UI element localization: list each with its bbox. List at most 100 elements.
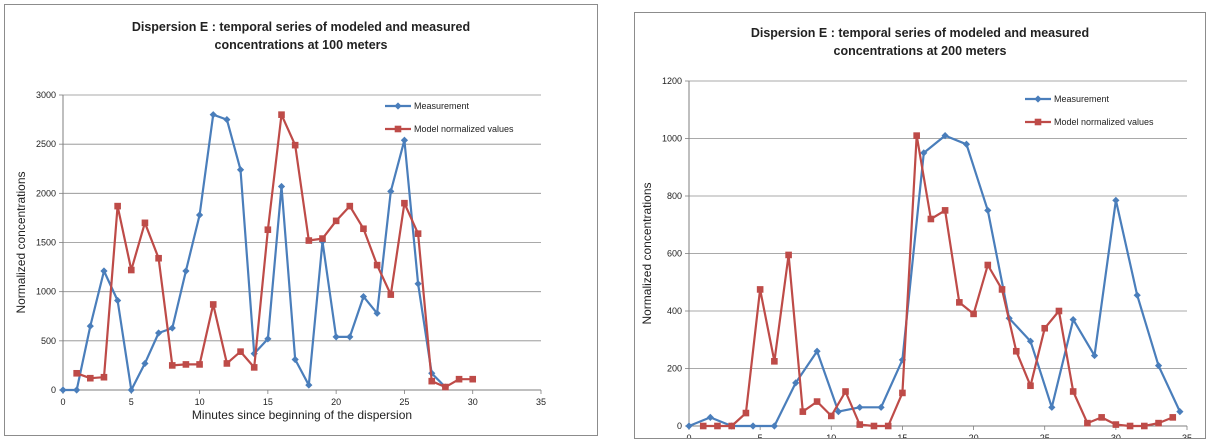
data-point-measurement [195,211,204,219]
data-point-model [1055,307,1063,315]
data-point-model [346,202,354,210]
chart-panel-200m: Dispersion E : temporal series of modele… [634,12,1206,439]
data-point-measurement [856,403,864,411]
data-point-measurement [209,111,217,119]
y-axis-title: Normalized concentrations [14,171,28,313]
y-tick-label: 800 [667,191,682,201]
data-point-measurement [749,422,757,430]
x-tick-label: 5 [758,433,763,438]
data-point-measurement [250,350,258,358]
chart-100m: Dispersion E : temporal series of modele… [14,20,546,422]
y-tick-label: 1000 [36,287,56,297]
data-point-model [785,251,792,259]
data-point-model [799,408,807,415]
chart-title-line: concentrations at 200 meters [834,44,1007,58]
data-point-measurement [877,403,885,411]
data-point-model [373,261,381,269]
data-point-measurement [114,296,122,305]
data-point-model [1098,414,1105,421]
x-tick-label: 35 [1182,433,1192,438]
x-tick-label: 10 [826,433,836,438]
data-point-measurement [168,324,176,332]
data-point-model [209,301,217,308]
data-point-model [469,375,477,383]
data-point-model [360,225,367,233]
data-point-measurement [387,187,395,195]
x-tick-label: 25 [399,397,409,407]
data-point-model [1112,421,1120,428]
series-line-model [703,134,1174,428]
data-point-model [87,374,94,382]
data-point-measurement [373,309,381,317]
data-point-model [984,261,992,269]
data-point-measurement [223,115,231,124]
data-point-model [771,358,778,365]
y-tick-label: 600 [667,249,682,259]
data-point-model [291,141,299,149]
x-tick-label: 0 [686,433,691,438]
y-tick-label: 400 [667,306,682,316]
data-point-measurement [1133,291,1141,299]
data-point-measurement [1026,337,1035,345]
data-point-measurement [100,267,108,275]
data-point-measurement [1048,403,1056,411]
data-point-measurement [1176,408,1184,416]
chart-200m: Dispersion E : temporal series of modele… [640,26,1192,438]
data-point-model [141,219,149,227]
data-point-measurement [792,379,800,387]
data-point-model [728,422,735,430]
y-tick-label: 2500 [36,139,56,149]
series-line-measurement [63,113,447,392]
y-tick-label: 1000 [662,134,682,144]
x-tick-label: 20 [331,397,341,407]
data-point-measurement [770,422,778,430]
data-point-model [414,230,422,237]
data-point-measurement [359,292,368,301]
data-point-measurement [264,335,272,343]
legend-marker [394,102,402,110]
data-point-model [1155,419,1162,427]
data-point-model [305,237,313,244]
y-tick-label: 1200 [662,76,682,86]
data-point-model [428,377,436,385]
legend-marker [394,125,402,133]
data-point-model [856,421,864,428]
data-point-model [1169,414,1177,421]
data-point-model [387,291,395,298]
data-point-model [168,362,176,369]
x-tick-label: 10 [195,397,205,407]
data-point-model [827,412,835,420]
data-point-measurement [127,386,135,394]
data-point-model [899,389,906,397]
data-point-model [114,202,121,210]
x-tick-label: 35 [536,397,546,407]
data-point-model [927,215,935,223]
data-point-model [1012,347,1020,355]
data-point-measurement [941,132,949,140]
data-point-measurement [920,149,928,157]
data-point-model [714,422,721,430]
data-point-measurement [962,140,971,148]
data-point-model [73,369,80,377]
chart-panel-100m: Dispersion E : temporal series of modele… [4,4,598,436]
y-tick-label: 200 [667,364,682,374]
series-line-measurement [688,134,1181,428]
y-tick-label: 500 [41,336,56,346]
data-point-measurement [706,413,714,421]
data-point-measurement [332,333,340,341]
y-tick-label: 3000 [36,90,56,100]
data-point-measurement [346,333,354,341]
data-point-model [455,375,463,383]
chart-title-line: Dispersion E : temporal series of modele… [751,26,1089,40]
chart-title-line: concentrations at 100 meters [215,38,388,52]
data-point-measurement [1069,316,1077,324]
x-tick-label: 5 [129,397,134,407]
series-line-model [76,113,473,389]
y-tick-label: 1500 [36,238,56,248]
data-point-model [1126,422,1134,430]
data-point-model [884,422,892,430]
legend-label: Model normalized values [1054,117,1154,127]
data-point-model [155,254,162,262]
data-point-model [332,217,340,225]
data-point-measurement [1090,351,1099,360]
